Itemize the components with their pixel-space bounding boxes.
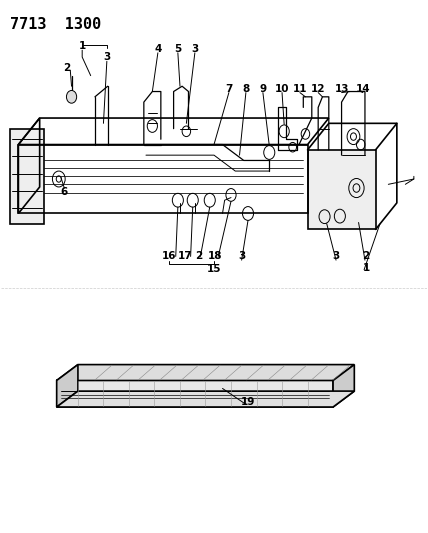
Text: 3: 3: [333, 252, 340, 261]
Text: 7713  1300: 7713 1300: [10, 17, 101, 33]
Circle shape: [66, 91, 77, 103]
Text: 2: 2: [63, 63, 70, 72]
Text: 13: 13: [334, 84, 349, 94]
Text: 1: 1: [363, 263, 370, 272]
Text: 11: 11: [293, 84, 307, 94]
Text: 4: 4: [154, 44, 161, 54]
Polygon shape: [56, 391, 354, 407]
Text: 1: 1: [79, 42, 86, 52]
Text: 2: 2: [196, 252, 203, 261]
Text: 3: 3: [238, 252, 245, 261]
Text: 3: 3: [191, 44, 199, 54]
Polygon shape: [56, 365, 354, 381]
Text: 10: 10: [275, 84, 289, 94]
Polygon shape: [10, 128, 44, 224]
Text: 5: 5: [174, 44, 181, 54]
Text: 3: 3: [103, 52, 110, 62]
Text: 17: 17: [178, 252, 193, 261]
Text: 9: 9: [259, 84, 267, 94]
Text: 19: 19: [241, 397, 255, 407]
Text: 12: 12: [311, 84, 325, 94]
Polygon shape: [308, 150, 376, 229]
Text: 16: 16: [162, 252, 177, 261]
Text: 2: 2: [363, 252, 370, 261]
Text: 6: 6: [61, 187, 68, 197]
Polygon shape: [333, 365, 354, 407]
Text: 18: 18: [208, 252, 222, 261]
Polygon shape: [56, 381, 333, 407]
Polygon shape: [56, 365, 78, 407]
Text: 7: 7: [225, 84, 232, 94]
Text: 15: 15: [207, 264, 221, 273]
Text: 14: 14: [356, 84, 370, 94]
Text: 8: 8: [242, 84, 250, 94]
